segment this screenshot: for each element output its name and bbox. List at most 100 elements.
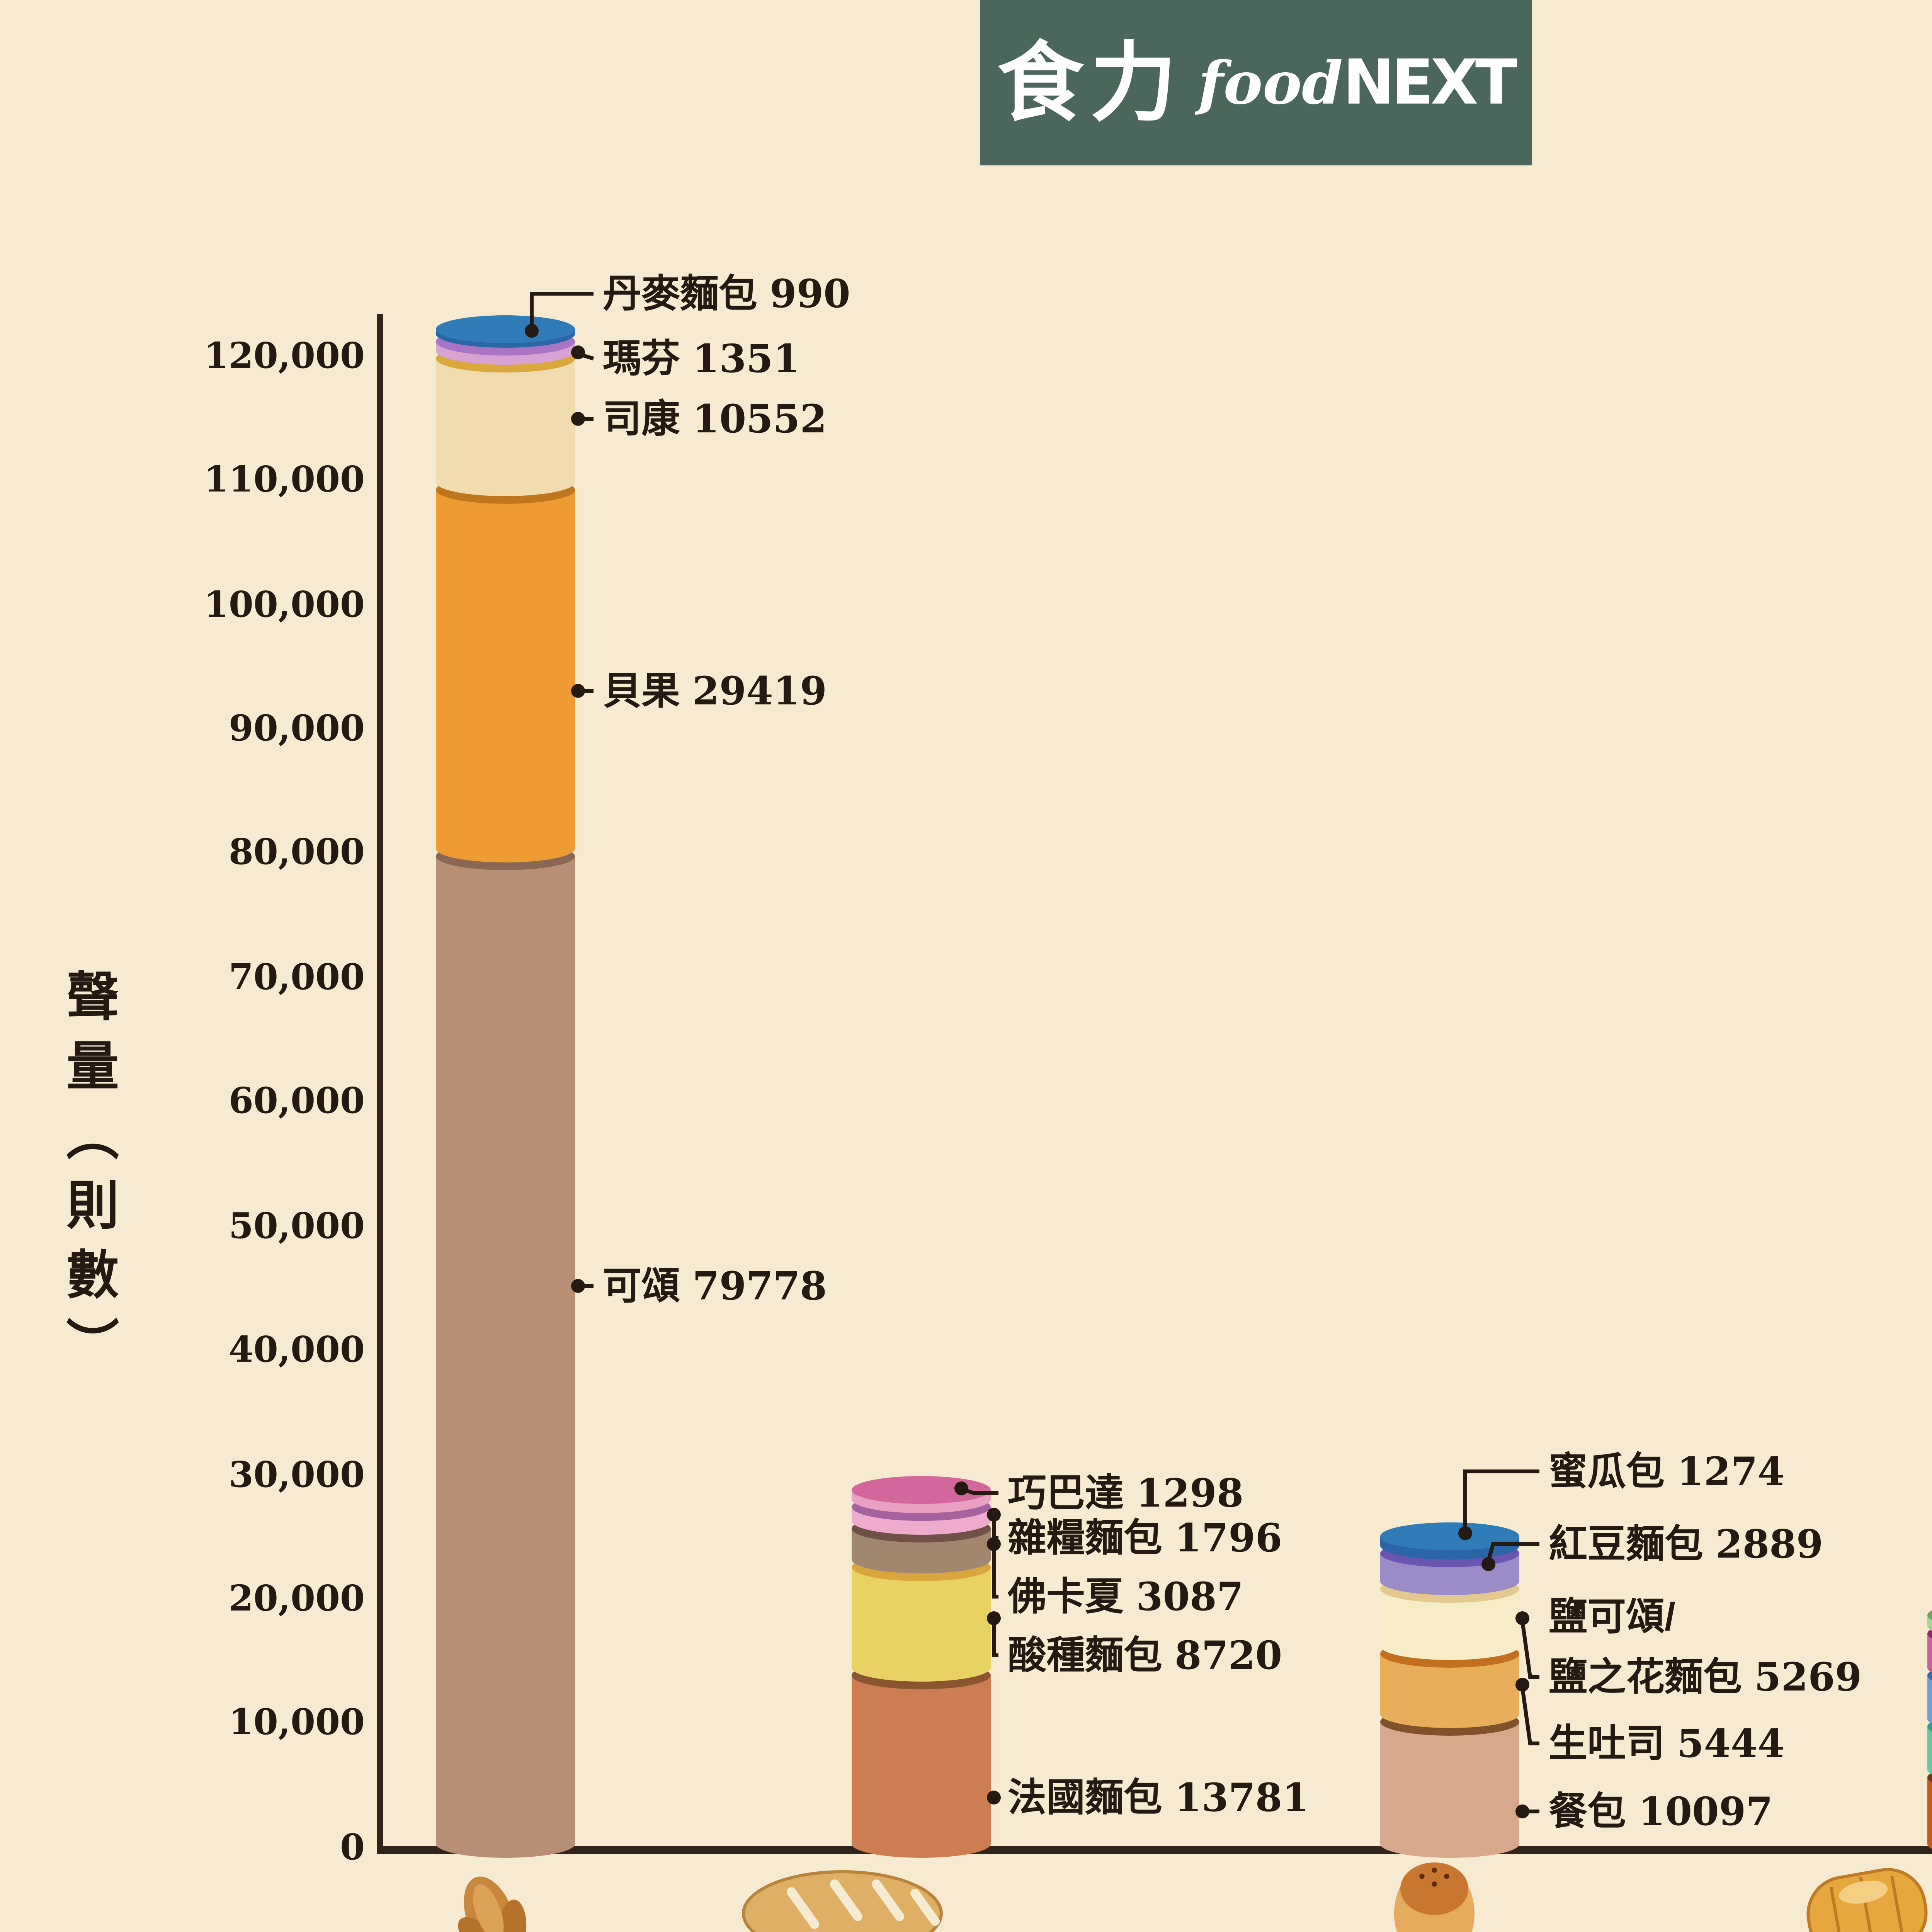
bar-segment <box>852 1529 991 1573</box>
leader-dot <box>1481 1557 1495 1571</box>
segment-label: 紅豆麵包 2889 <box>1549 1521 1823 1567</box>
brand-logo: 食力 foodNEXT <box>980 0 1532 165</box>
taiwanese-bun-icon <box>1806 1868 1928 1932</box>
segment-top-face <box>1927 1629 1932 1639</box>
tick-label: 10,000 <box>229 1701 365 1743</box>
segment-label: 貝果 29419 <box>603 668 827 714</box>
tick-label: 90,000 <box>229 707 365 749</box>
segment-label: 蜜瓜包 1274 <box>1549 1449 1784 1494</box>
bar-segment <box>852 1490 991 1513</box>
leader-dot <box>987 1791 1001 1804</box>
bar-segment <box>1380 1553 1519 1595</box>
tick-label: 0 <box>340 1826 365 1868</box>
leader-line <box>992 1546 998 1599</box>
bar-segment <box>1927 1615 1932 1631</box>
tick-label: 100,000 <box>204 583 365 625</box>
bar-segment <box>1380 1722 1519 1858</box>
bar-segment <box>436 329 575 348</box>
bar-segment <box>1927 1675 1932 1724</box>
leader-dot <box>571 345 585 359</box>
segment-label: 丹麥麵包 990 <box>603 271 850 316</box>
segment-label: 鹽之花麵包 5269 <box>1549 1654 1862 1700</box>
tick-label: 110,000 <box>204 458 365 500</box>
tick-label: 30,000 <box>229 1454 365 1495</box>
tick-label: 40,000 <box>229 1328 365 1370</box>
tick-label: 20,000 <box>229 1577 365 1619</box>
leader-dot <box>987 1611 1001 1625</box>
logo-cjk-text: 食力 <box>997 32 1183 134</box>
segment-label: 法國麵包 13781 <box>1008 1775 1309 1820</box>
bar-segment <box>436 359 575 496</box>
bar-segment <box>852 1567 991 1682</box>
croissant-icon <box>458 1876 527 1932</box>
bar-japanese-bread <box>1380 1522 1519 1858</box>
logo-next-text: NEXT <box>1343 47 1517 118</box>
tick-label: 70,000 <box>229 956 365 998</box>
leader-dot <box>1515 1678 1529 1692</box>
leader-line <box>530 292 594 331</box>
segment-top-face <box>852 1476 991 1504</box>
segment-top-face <box>436 315 575 343</box>
leader-dot <box>987 1537 1001 1551</box>
segment-label: 瑪芬 1351 <box>603 336 800 381</box>
bar-western-dessert-bread <box>436 315 575 1858</box>
bar-segment <box>1380 1654 1519 1728</box>
bar-taiwanese-bread <box>1927 1610 1932 1849</box>
leader-dot <box>571 412 585 426</box>
segment-label: 佛卡夏 3087 <box>1007 1574 1243 1619</box>
axis-title-char: ︵ <box>66 1107 119 1165</box>
leader-dot <box>954 1481 968 1495</box>
logo-latin-text: foodNEXT <box>1198 52 1517 114</box>
tick-label: 50,000 <box>229 1205 365 1247</box>
y-tick-labels: 120,000 110,000 100,000 90,000 80,000 70… <box>204 335 365 1868</box>
axis-title-char: 聲 <box>66 968 119 1026</box>
leader-line <box>1463 1469 1539 1532</box>
leader-dot <box>571 1279 585 1293</box>
baguette-icon <box>742 1870 943 1932</box>
bar-european-hard-bread <box>852 1476 991 1858</box>
segment-label: 司康 10552 <box>603 396 827 442</box>
logo-food-text: food <box>1198 47 1343 117</box>
leader-dot <box>1515 1804 1529 1818</box>
axis-title-char: 數 <box>66 1246 119 1304</box>
y-axis-title: 聲 量 ︵ 則 數 ︶ <box>66 968 119 1374</box>
tick-label: 80,000 <box>229 831 365 872</box>
leader-dot <box>987 1508 1001 1522</box>
segment-label: 可頌 79778 <box>603 1263 827 1309</box>
axis-title-char: 則 <box>66 1176 119 1235</box>
leader-line <box>1486 1542 1539 1562</box>
leader-lines <box>525 292 1539 1818</box>
segment-label: 雜糧麵包 1796 <box>1008 1515 1282 1561</box>
segment-labels: 丹麥麵包 990 瑪芬 1351 司康 10552 貝果 29419 可頌 79778 巧… <box>603 271 1862 1834</box>
leader-dot <box>1458 1526 1472 1540</box>
axis-title-char: ︶ <box>66 1315 119 1374</box>
segment-label: 餐包 10097 <box>1549 1789 1773 1834</box>
leader-dot <box>1515 1611 1529 1625</box>
segment-label: 酸種麵包 8720 <box>1008 1633 1282 1678</box>
segment-top-face <box>1927 1772 1932 1782</box>
bar-segment <box>1927 1777 1932 1849</box>
leader-dot <box>571 684 585 698</box>
leader-line <box>992 1620 998 1657</box>
segment-top-face <box>1927 1721 1932 1731</box>
tick-label: 60,000 <box>229 1080 365 1121</box>
axis-title-char: 量 <box>66 1037 119 1096</box>
tick-label: 120,000 <box>204 335 365 376</box>
segment-label: 巧巴達 1298 <box>1008 1470 1243 1516</box>
leader-line <box>1520 1621 1539 1679</box>
japanese-bun-icon <box>1394 1862 1475 1932</box>
bar-segment <box>1380 1589 1519 1660</box>
segment-top-face <box>1380 1522 1519 1550</box>
segment-label: 生吐司 5444 <box>1549 1721 1784 1766</box>
bar-segment <box>852 1675 991 1858</box>
bar-segment <box>436 490 575 862</box>
segment-label: 鹽可頌/ <box>1549 1595 1675 1638</box>
bar-segment <box>436 856 575 1858</box>
category-icons <box>458 1862 1928 1932</box>
bar-segment <box>436 342 575 365</box>
segment-top-face <box>1927 1670 1932 1680</box>
leader-dot <box>525 324 539 338</box>
segment-top-face <box>1927 1610 1932 1620</box>
